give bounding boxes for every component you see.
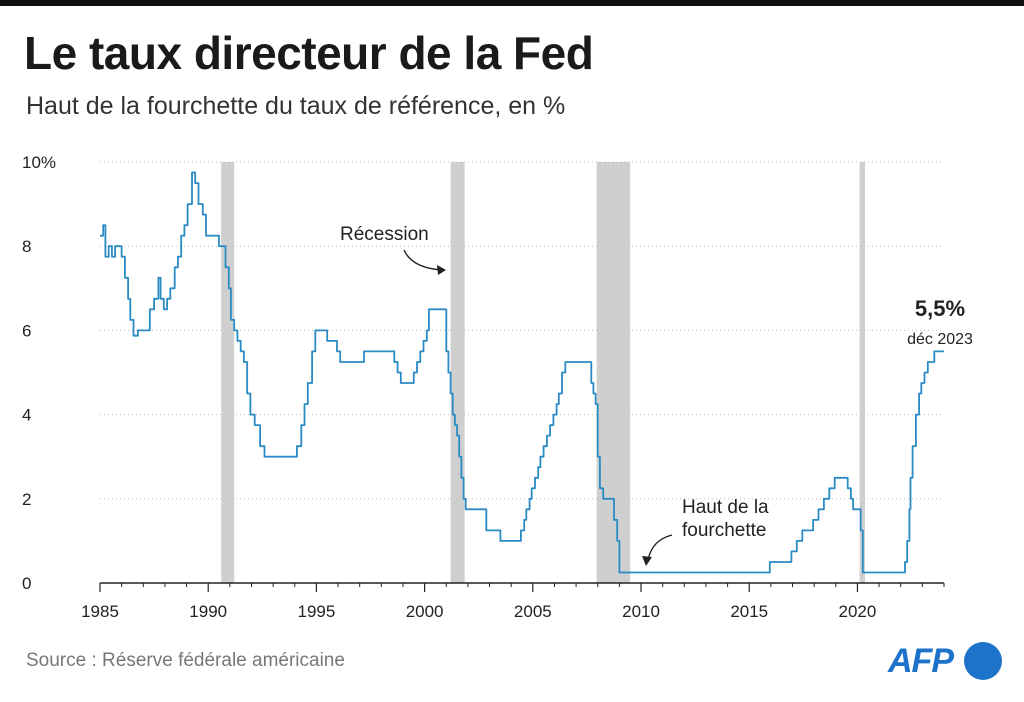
annotation-haut-line-1: Haut de la: [682, 497, 769, 518]
x-tick-label-2005: 2005: [514, 602, 552, 621]
x-tick-label-2010: 2010: [622, 602, 660, 621]
chart-subtitle: Haut de la fourchette du taux de référen…: [26, 92, 566, 120]
recession-band-0: [221, 162, 235, 583]
annotation-haut-arrow: [647, 534, 673, 561]
annotation-haut-line-2: fourchette: [682, 520, 767, 541]
annotation-recession-label: Récession: [340, 224, 429, 245]
series-line-fed-rate: [100, 171, 944, 574]
gridlines: 0 2 4 6 8 10%: [22, 153, 944, 593]
afp-logo: AFP: [888, 640, 1004, 682]
top-rule: [0, 0, 1024, 6]
afp-logo-dot: [964, 642, 1002, 680]
y-tick-label-8: 8: [22, 237, 31, 256]
recession-band-1: [450, 162, 465, 583]
y-tick-label-10: 10%: [22, 153, 56, 172]
series-layer: [100, 171, 944, 574]
annotation-last-value: 5,5%: [915, 296, 965, 321]
y-tick-label-4: 4: [22, 406, 31, 425]
recession-bands: [221, 162, 866, 583]
annotation-recession-arrowhead: [437, 265, 446, 275]
annotation-recession-arrow: [403, 249, 443, 271]
y-tick-label-6: 6: [22, 321, 31, 340]
y-tick-label-0: 0: [22, 574, 31, 593]
recession-band-3: [859, 162, 866, 583]
x-tick-label-1995: 1995: [297, 602, 335, 621]
annotation-haut-label: Haut de la fourchette: [682, 497, 774, 541]
annotation-last-date: déc 2023: [907, 331, 973, 348]
afp-logo-text: AFP: [888, 642, 954, 680]
annotation-haut-arrowhead: [642, 556, 652, 566]
y-tick-label-2: 2: [22, 490, 31, 509]
x-tick-label-1985: 1985: [81, 602, 119, 621]
x-tick-label-2020: 2020: [839, 602, 877, 621]
chart-title: Le taux directeur de la Fed: [24, 27, 594, 79]
x-tick-label-2000: 2000: [406, 602, 444, 621]
annotations: Récession Haut de la fourchette 5,5% déc…: [340, 224, 973, 566]
source-note: Source : Réserve fédérale américaine: [26, 650, 345, 671]
x-tick-label-2015: 2015: [730, 602, 768, 621]
axes: 1985 1990 1995 2000 2005 2010 2015 2020: [81, 582, 945, 621]
x-tick-label-1990: 1990: [189, 602, 227, 621]
